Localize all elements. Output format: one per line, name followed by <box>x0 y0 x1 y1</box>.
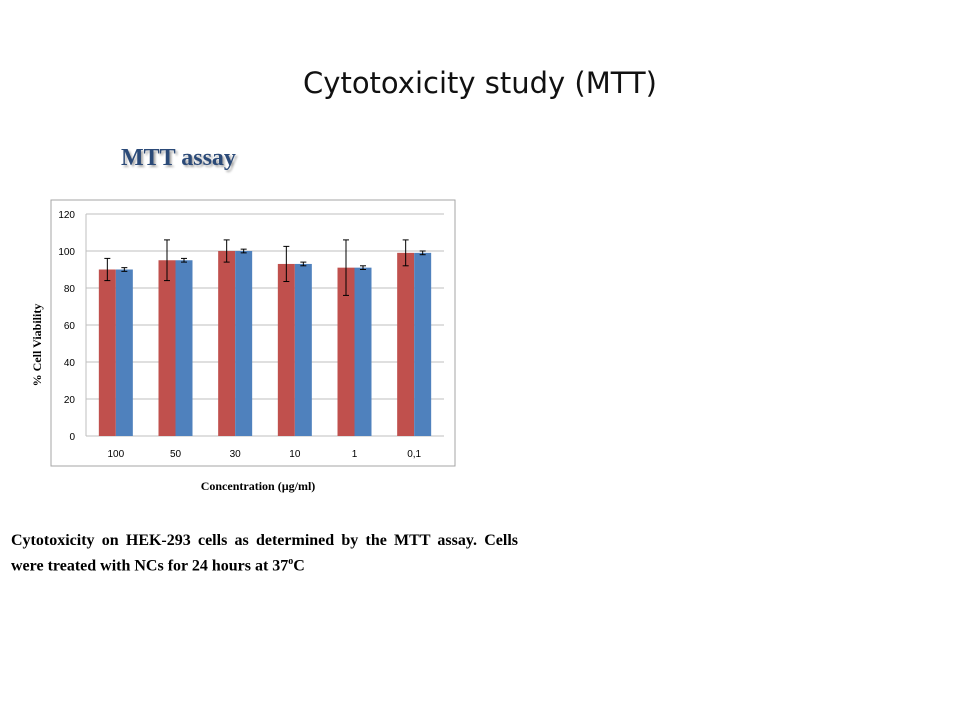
bar <box>414 252 432 436</box>
slide-title: Cytotoxicity study (MTT) <box>303 66 657 100</box>
bars <box>98 251 432 436</box>
x-tick-labels: 100 50 30 10 1 0,1 <box>107 449 421 460</box>
bar <box>354 267 372 436</box>
bar <box>218 251 236 436</box>
figure-caption: Cytotoxicity on HEK-293 cells as determi… <box>11 530 518 576</box>
y-tick-label: 100 <box>58 247 75 258</box>
y-tick-label: 80 <box>64 284 76 295</box>
y-tick-label: 0 <box>69 432 75 443</box>
y-tick-labels: 0 20 40 60 80 100 120 <box>58 210 75 443</box>
bar <box>115 269 133 436</box>
x-tick-label: 1 <box>352 449 358 460</box>
x-tick-label: 100 <box>107 449 124 460</box>
x-tick-label: 50 <box>170 449 182 460</box>
y-axis-label: % Cell Viability <box>30 304 44 387</box>
y-tick-label: 120 <box>58 210 75 221</box>
bar <box>294 263 312 436</box>
x-tick-label: 30 <box>230 449 242 460</box>
bar <box>98 269 116 436</box>
x-tick-label: 0,1 <box>407 449 421 460</box>
error-bars <box>104 239 426 296</box>
bar <box>158 260 176 436</box>
bar <box>175 260 193 436</box>
chart-subtitle: MTT assay <box>121 145 236 171</box>
bar <box>277 263 295 436</box>
bar <box>337 267 355 436</box>
x-axis-label: Concentration (µg/ml) <box>201 479 316 493</box>
bar-chart: 0 20 40 60 80 100 120 100 50 30 10 1 0,1 % Cell Via… <box>30 199 456 493</box>
caption-text: Cytotoxicity on HEK-293 cells as determi… <box>11 532 518 575</box>
grid-lines <box>85 213 444 437</box>
y-tick-label: 40 <box>64 358 76 369</box>
bar <box>235 251 253 436</box>
y-tick-label: 60 <box>64 321 76 332</box>
x-tick-label: 10 <box>289 449 301 460</box>
y-tick-label: 20 <box>64 395 76 406</box>
bar <box>397 252 415 436</box>
caption-degree: o <box>288 556 294 567</box>
caption-unit: C <box>293 557 305 575</box>
